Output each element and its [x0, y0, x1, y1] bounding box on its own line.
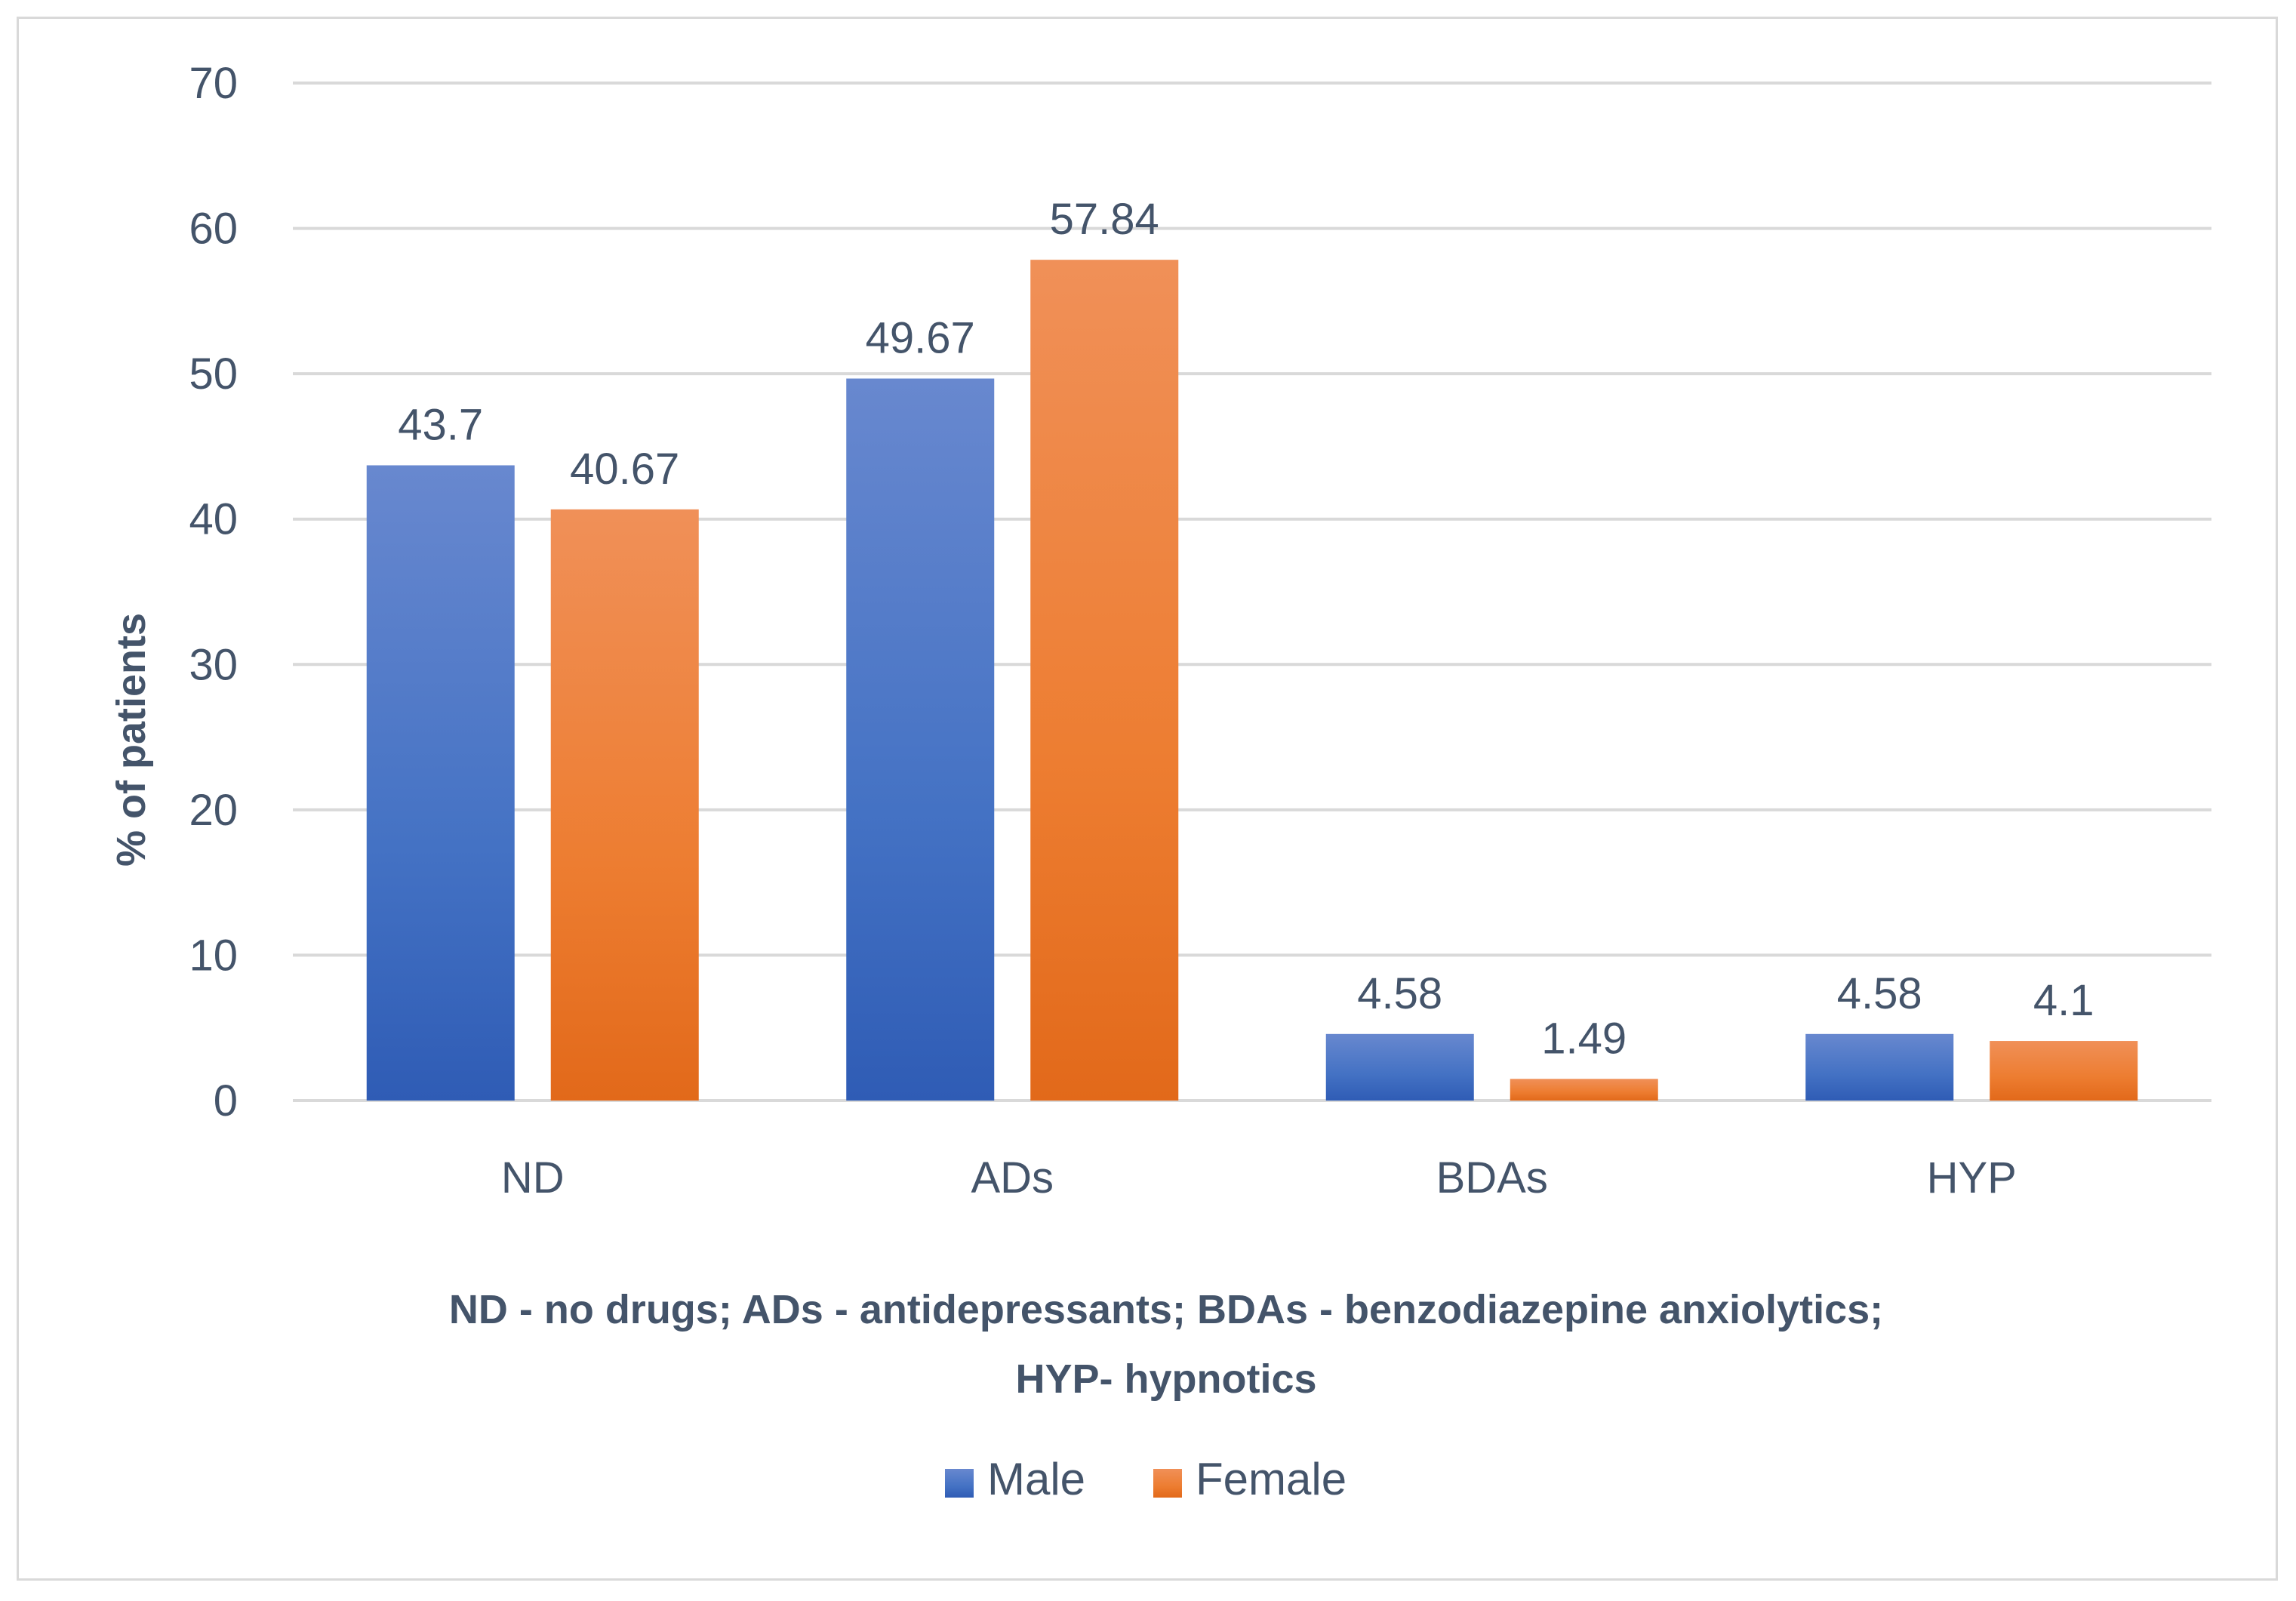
- bar-female-hyp: [1990, 1041, 2138, 1101]
- bar-female-ads: [1030, 260, 1179, 1101]
- data-label-male-ads: 49.67: [866, 313, 975, 362]
- data-label-female-nd: 40.67: [570, 445, 679, 494]
- bar-male-bdas: [1325, 1033, 1474, 1101]
- legend-label-female: Female: [1196, 1454, 1347, 1504]
- data-label-female-hyp: 4.1: [2033, 976, 2094, 1025]
- x-tick-label-bdas: BDAs: [1436, 1153, 1548, 1202]
- data-label-male-nd: 43.7: [398, 400, 483, 449]
- y-axis-title: % of patients: [109, 613, 154, 867]
- legend-swatch-male: [945, 1469, 974, 1498]
- data-label-male-bdas: 4.58: [1357, 969, 1442, 1018]
- x-axis-title-line-1: ND - no drugs; ADs - antidepressants; BD…: [449, 1287, 1883, 1332]
- legend-label-male: Male: [987, 1454, 1085, 1504]
- y-tick-label: 10: [189, 931, 238, 980]
- y-tick-label: 30: [189, 640, 238, 689]
- legend: Male Female: [945, 1454, 1347, 1504]
- bars: [366, 260, 2138, 1101]
- bar-female-nd: [550, 509, 699, 1101]
- x-axis-title-line-2: HYP- hypnotics: [1015, 1356, 1316, 1402]
- legend-swatch-female: [1153, 1469, 1182, 1498]
- y-axis-ticks: 0 10 20 30 40 50 60 70: [189, 59, 238, 1125]
- data-label-female-bdas: 1.49: [1541, 1014, 1627, 1063]
- data-label-male-hyp: 4.58: [1837, 969, 1922, 1018]
- data-label-female-ads: 57.84: [1050, 195, 1159, 244]
- bar-male-ads: [846, 378, 995, 1101]
- y-tick-label: 70: [189, 59, 238, 108]
- x-tick-label-ads: ADs: [971, 1153, 1054, 1202]
- bar-female-bdas: [1510, 1079, 1658, 1101]
- data-labels: 43.7 40.67 49.67 57.84 4.58 1.49 4.58 4.1: [398, 195, 2094, 1063]
- y-tick-label: 60: [189, 205, 238, 254]
- bar-male-nd: [366, 465, 515, 1101]
- y-tick-label: 20: [189, 786, 238, 835]
- x-tick-label-hyp: HYP: [1927, 1153, 2017, 1202]
- y-tick-label: 0: [214, 1076, 238, 1125]
- y-tick-label: 50: [189, 349, 238, 399]
- x-tick-label-nd: ND: [501, 1153, 565, 1202]
- x-axis-ticks: ND ADs BDAs HYP: [501, 1153, 2017, 1202]
- y-tick-label: 40: [189, 495, 238, 544]
- bar-male-hyp: [1805, 1033, 1954, 1101]
